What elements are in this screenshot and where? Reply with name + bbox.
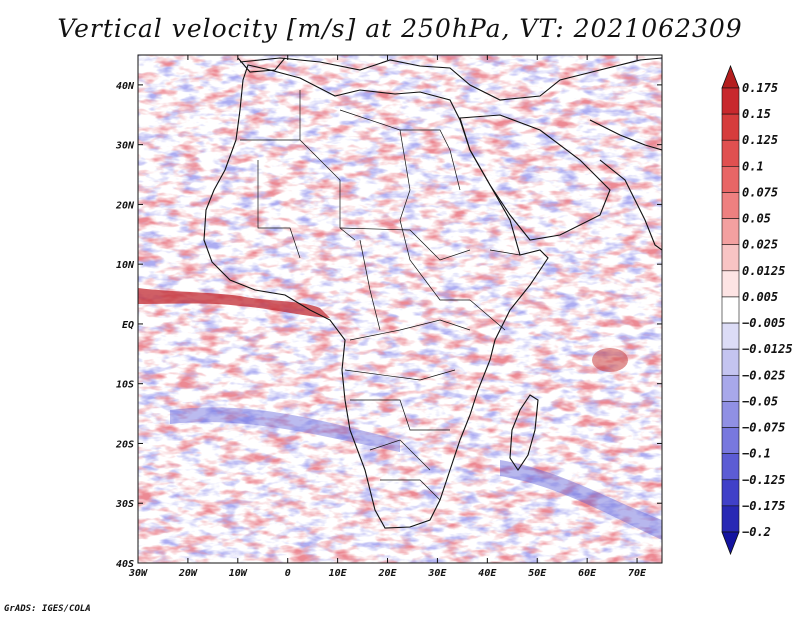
colorbar-segment — [721, 453, 740, 481]
colorbar-label: 0.1 — [742, 159, 764, 173]
lat-tick-label: EQ — [122, 320, 134, 331]
lon-tick-label: 10E — [329, 568, 348, 579]
colorbar: 0.175 0.15 0.125 0.1 0.075 0.05 0.025 0.0125 0.0… — [721, 64, 793, 556]
lat-tick-label: 30N — [115, 141, 135, 152]
colorbar-label: −0.05 — [742, 394, 778, 408]
lon-tick-label: 60E — [578, 568, 597, 579]
map-frame — [137, 54, 663, 564]
colorbar-label: 0.15 — [742, 107, 771, 121]
lat-tick-label: 40N — [116, 81, 135, 92]
colorbar-segment — [721, 270, 740, 298]
axis-ticks: 30W 20W 10W 0 10E 20E 30E 40E 50E 60E 70E 40N 30N 20N… — [115, 55, 662, 579]
colorbar-segment — [721, 113, 740, 141]
colorbar-label: 0.025 — [742, 238, 778, 252]
lon-tick-label: 0 — [285, 568, 291, 579]
lon-tick-label: 40E — [478, 568, 497, 579]
colorbar-label: 0.125 — [742, 133, 778, 147]
lat-tick-label: 20S — [115, 439, 134, 450]
colorbar-label: 0.05 — [742, 212, 771, 226]
colorbar-label: 0.075 — [742, 185, 778, 199]
velocity-field — [138, 55, 662, 563]
colorbar-segment — [721, 166, 740, 193]
lon-tick-label: 70E — [628, 568, 647, 579]
colorbar-label: −0.025 — [742, 368, 785, 382]
colorbar-segment — [721, 348, 740, 376]
colorbar-segment — [721, 322, 740, 350]
colorbar-segment — [721, 87, 740, 115]
colorbar-label: −0.175 — [742, 499, 785, 513]
lon-tick-label: 10W — [229, 568, 248, 579]
colorbar-arrow-bottom — [721, 531, 740, 556]
lat-tick-label: 30S — [115, 499, 134, 510]
colorbar-segment — [721, 192, 740, 219]
colorbar-segment — [721, 505, 740, 533]
colorbar-segment — [721, 244, 740, 272]
lon-tick-label: 20W — [178, 568, 198, 579]
colorbar-label: 0.0125 — [742, 264, 785, 278]
colorbar-label: −0.125 — [742, 473, 785, 487]
itcz-ascent-band — [138, 288, 330, 318]
lat-tick-label: 10S — [116, 380, 134, 391]
colorbar-segment — [721, 218, 740, 246]
colorbar-label: −0.1 — [742, 447, 771, 461]
lat-tick-label: 10N — [116, 260, 135, 271]
descent-swath — [170, 407, 400, 452]
colorbar-segment — [721, 139, 740, 167]
lon-tick-label: 30W — [128, 568, 148, 579]
colorbar-segment — [721, 401, 740, 428]
colorbar-segment — [721, 427, 740, 454]
colorbar-arrow-top — [721, 64, 740, 89]
colorbar-label: 0.005 — [742, 290, 778, 304]
colorbar-segment — [721, 479, 740, 507]
colorbar-label: −0.2 — [742, 525, 771, 539]
lat-tick-label: 40S — [116, 559, 134, 570]
ascent-cell — [592, 348, 628, 372]
colorbar-segment — [721, 374, 740, 402]
colorbar-label: 0.175 — [742, 81, 778, 95]
country-borders — [240, 90, 521, 501]
colorbar-label: −0.075 — [742, 421, 785, 435]
lat-tick-label: 20N — [115, 200, 135, 211]
lon-tick-label: 20E — [377, 568, 397, 579]
map-title: Vertical velocity [m/s] at 250hPa, VT: 2… — [57, 14, 743, 43]
lon-tick-label: 50E — [528, 568, 547, 579]
colorbar-label: −0.0125 — [742, 342, 793, 356]
colorbar-segment — [721, 296, 740, 324]
colorbar-label: −0.005 — [742, 316, 785, 330]
grads-credit: GrADS: IGES/COLA — [4, 604, 91, 614]
lon-tick-label: 30E — [427, 568, 447, 579]
descent-swath — [500, 460, 662, 540]
